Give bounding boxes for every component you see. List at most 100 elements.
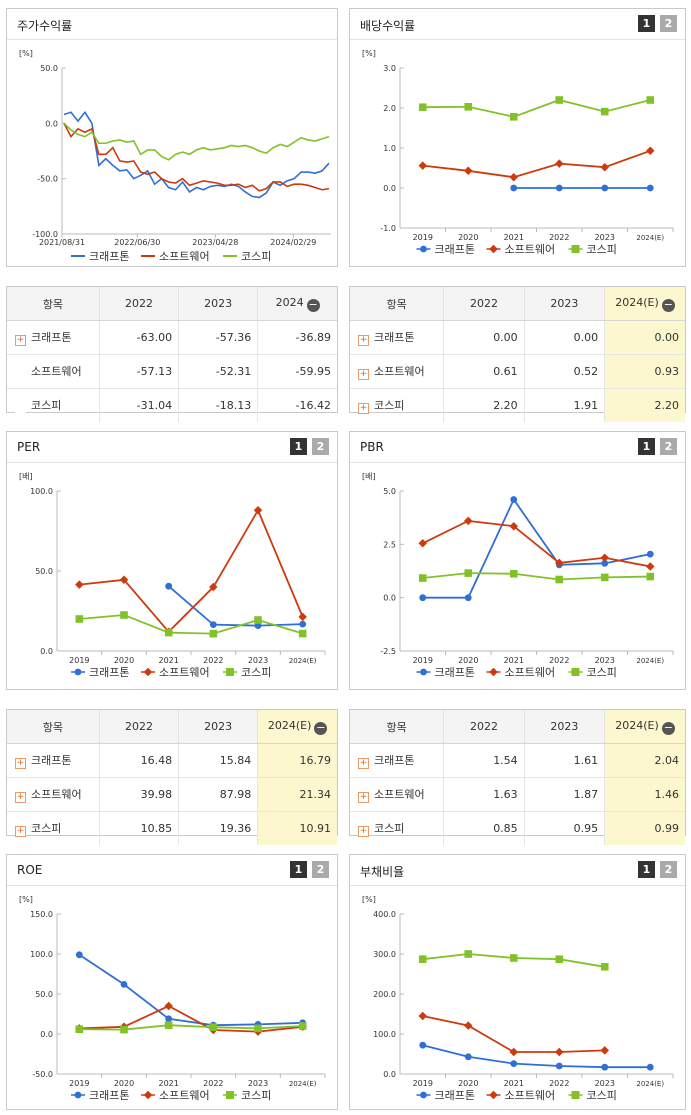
value-cell: 16.48 (98, 743, 179, 778)
point-크래프톤 (165, 1015, 173, 1023)
page-2-button[interactable]: 2 (660, 861, 677, 878)
point-코스피 (646, 96, 655, 104)
point-크래프톤 (510, 496, 518, 503)
value-cell: -52.31 (178, 354, 258, 389)
table-header-cell: 2022 (98, 287, 179, 321)
table-row: + 코스피 2.20 1.91 2.20 (350, 388, 685, 422)
legend-swatch-marker (143, 1090, 153, 1100)
legend-swatch-marker (226, 1091, 234, 1099)
row-label-cell: +코스피 (350, 388, 444, 422)
legend-label: 크래프톤 (435, 1089, 475, 1102)
point-코스피 (555, 955, 564, 963)
y-tick-label: 0.0 (45, 119, 58, 128)
point-코스피 (120, 611, 128, 619)
point-코스피 (555, 575, 564, 584)
panel-title: 배당수익률 (360, 19, 416, 33)
point-소프트웨어 (209, 582, 218, 592)
expand-plus-icon[interactable]: + (15, 826, 26, 837)
y-tick-label: 0.0 (40, 647, 53, 656)
value-cell: 1.61 (523, 743, 605, 778)
point-크래프톤 (646, 1063, 654, 1071)
x-tick-label: 2019 (413, 1079, 433, 1088)
page-2-button[interactable]: 2 (660, 15, 677, 32)
expand-plus-icon[interactable]: + (15, 792, 26, 803)
series-line-코스피 (63, 122, 330, 161)
data-table: 항목 2022 2023 2024(E) − + 크래프톤 1.54 1.61 2.04 + 소프트웨… (350, 710, 685, 845)
y-tick-label: 0.0 (383, 1070, 396, 1079)
axis-unit-label: [배] (362, 472, 376, 481)
point-크래프톤 (601, 1063, 609, 1071)
series-line-크래프톤 (78, 954, 303, 1027)
point-코스피 (254, 1024, 262, 1033)
point-크래프톤 (510, 184, 518, 192)
table-header-cell: 2022 (443, 287, 525, 321)
legend-label: 크래프톤 (89, 250, 129, 263)
page-1-button[interactable]: 1 (290, 438, 307, 455)
expand-plus-icon[interactable]: + (358, 403, 369, 414)
expand-plus-icon: + (15, 403, 26, 414)
row-label-cell: + 크래프톤 (350, 743, 444, 778)
table-row: + 크래프톤 16.48 15.84 16.79 (7, 743, 337, 778)
expand-plus-icon[interactable]: + (358, 369, 369, 380)
legend-label: 소프트웨어 (159, 250, 210, 263)
expand-plus-icon[interactable]: + (358, 826, 369, 837)
expand-plus-icon[interactable]: + (15, 335, 26, 346)
collapse-minus-icon[interactable]: − (314, 720, 328, 735)
debt-ratio-chart: [%] 400.0 300.0 200.0 100.0 0.0 2019 2020 2021 20… (362, 895, 674, 1102)
x-tick-label: 2024(E) (636, 657, 664, 665)
legend-swatch-marker (420, 245, 427, 253)
expand-plus-icon[interactable]: + (358, 335, 369, 346)
value-cell: 2.04 (604, 743, 685, 778)
row-label-cell: +코스피 (350, 811, 444, 845)
value-cell: 2.20 (443, 388, 525, 422)
value-cell: -57.36 (178, 320, 258, 355)
page-2-button[interactable]: 2 (312, 861, 329, 878)
point-크래프톤 (555, 184, 563, 192)
point-코스피 (600, 107, 609, 116)
expand-plus-icon[interactable]: + (15, 758, 26, 769)
value-cell: 1.63 (443, 777, 525, 812)
point-소프트웨어 (253, 505, 263, 515)
page-1-button[interactable]: 1 (638, 438, 655, 455)
point-소프트웨어 (464, 516, 473, 526)
legend-label: 코스피 (241, 250, 271, 263)
value-cell: -57.13 (98, 354, 179, 389)
x-tick-label: 2024(E) (636, 1080, 664, 1088)
value-cell: 0.00 (443, 320, 525, 355)
legend-swatch-marker (489, 1090, 498, 1100)
table-stock-return: 항목202220232024−+크래프톤-63.00-57.36-36.89+소… (6, 286, 338, 422)
point-코스피 (509, 569, 518, 578)
page-2-button[interactable]: 2 (660, 438, 677, 455)
row-label-cell: +코스피 (7, 811, 100, 845)
x-tick-label: 2023 (595, 656, 615, 665)
page-2-button[interactable]: 2 (312, 438, 329, 455)
row-label-cell: +소프트웨어 (350, 777, 444, 812)
x-tick-label: 2019 (69, 656, 89, 665)
x-tick-label: 2024/02/29 (270, 238, 316, 247)
collapse-minus-icon[interactable]: − (661, 297, 675, 312)
page-1-button[interactable]: 1 (638, 861, 655, 878)
y-tick-label: -100.0 (32, 230, 58, 239)
collapse-minus-icon[interactable]: − (661, 720, 675, 735)
x-tick-label: 2020 (114, 1079, 134, 1088)
x-tick-label: 2020 (458, 1079, 478, 1088)
expand-plus-icon[interactable]: + (358, 792, 369, 803)
point-소프트웨어 (418, 161, 427, 170)
x-tick-label: 2019 (69, 1079, 89, 1088)
collapse-minus-icon[interactable]: − (306, 297, 320, 312)
legend-label: 크래프톤 (435, 666, 475, 679)
axis-unit-label: [%] (362, 49, 376, 58)
table-header-cell: 2023 (178, 287, 258, 321)
expand-plus-icon[interactable]: + (358, 758, 369, 769)
page-1-button[interactable]: 1 (290, 861, 307, 878)
y-tick-label: 5.0 (383, 487, 396, 496)
series-line-소프트웨어 (79, 1004, 303, 1033)
y-tick-label: 0.0 (383, 184, 396, 193)
series-line-크래프톤 (168, 585, 303, 627)
x-tick-label: 2021 (158, 1079, 178, 1088)
x-tick-label: 2022 (549, 233, 569, 242)
page-1-button[interactable]: 1 (638, 15, 655, 32)
value-cell: 0.61 (443, 354, 525, 389)
point-크래프톤 (254, 622, 262, 630)
legend-swatch-marker (74, 1091, 82, 1099)
